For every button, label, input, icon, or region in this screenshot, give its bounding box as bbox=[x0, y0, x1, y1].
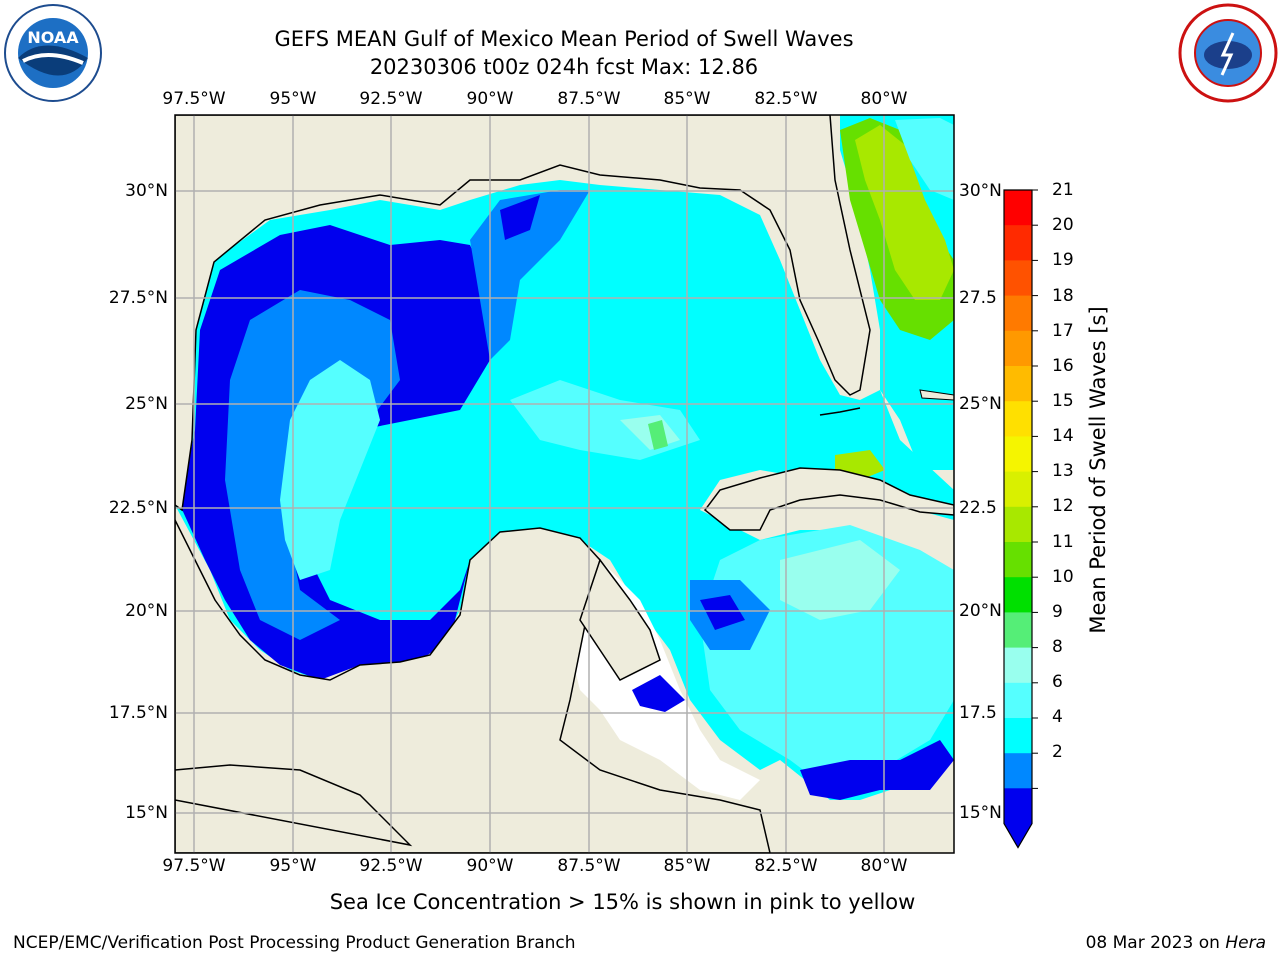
caribbean-light bbox=[700, 525, 954, 790]
land-florida-keys bbox=[819, 407, 861, 416]
colorbar-segment bbox=[1004, 718, 1032, 754]
colorbar-segment bbox=[1004, 366, 1032, 402]
colorbar-tick: 15 bbox=[1052, 391, 1074, 411]
lat-tick-left: 27.5°N bbox=[108, 288, 168, 308]
colorbar-segment bbox=[1004, 436, 1032, 473]
colorbar-tick: 9 bbox=[1052, 602, 1063, 622]
noaa-logo: NOAA bbox=[4, 4, 102, 102]
footer-credit: NCEP/EMC/Verification Post Processing Pr… bbox=[13, 933, 576, 953]
lon-tick-bottom: 95°W bbox=[269, 856, 317, 876]
chart-title: GEFS MEAN Gulf of Mexico Mean Period of … bbox=[274, 27, 854, 51]
sea-ice-note: Sea Ice Concentration > 15% is shown in … bbox=[0, 890, 1280, 914]
colorbar-tick: 4 bbox=[1052, 707, 1063, 727]
colorbar-tick: 6 bbox=[1052, 672, 1063, 692]
lat-tick-right: 20°N bbox=[959, 601, 1002, 621]
lon-tick-bottom: 92.5°W bbox=[359, 856, 423, 876]
lat-tick-left: 30°N bbox=[125, 181, 168, 201]
lon-tick-bottom: 82.5°W bbox=[754, 856, 818, 876]
caribbean-south-dark bbox=[800, 740, 954, 800]
lat-tick-right: 17.5 bbox=[959, 703, 997, 723]
colorbar-extend-arrow bbox=[1004, 788, 1032, 848]
footer-host: Hera bbox=[1225, 933, 1266, 953]
lon-tick-top: 82.5°W bbox=[754, 89, 818, 109]
chart-subtitle: 20230306 t00z 024h fcst Max: 12.86 bbox=[369, 55, 759, 79]
colorbar-tick: 11 bbox=[1052, 532, 1074, 552]
colorbar-segment bbox=[1004, 401, 1032, 437]
colorbar-tick: 20 bbox=[1052, 215, 1074, 235]
lon-tick-top: 92.5°W bbox=[359, 89, 423, 109]
colorbar-tick: 16 bbox=[1052, 356, 1074, 376]
colorbar-tick: 19 bbox=[1052, 250, 1074, 270]
lon-tick-bottom: 87.5°W bbox=[557, 856, 621, 876]
colorbar-segment bbox=[1004, 330, 1032, 367]
colorbar-segment bbox=[1004, 647, 1032, 684]
colorbar-label: Mean Period of Swell Waves [s] bbox=[1086, 306, 1110, 634]
colorbar-segment bbox=[1004, 506, 1032, 543]
colorbar-tick: 14 bbox=[1052, 426, 1074, 446]
colorbar-tick: 2 bbox=[1052, 742, 1063, 762]
lat-tick-right: 15°N bbox=[959, 803, 1002, 823]
lat-tick-right: 27.5 bbox=[959, 288, 997, 308]
caribbean-lighter bbox=[780, 540, 900, 620]
lon-tick-bottom: 90°W bbox=[466, 856, 514, 876]
colorbar-segment bbox=[1004, 260, 1032, 297]
lon-tick-top: 85°W bbox=[663, 89, 711, 109]
lat-tick-right: 22.5 bbox=[959, 498, 997, 518]
central-gulf-green-dot bbox=[648, 420, 668, 450]
lon-tick-top: 87.5°W bbox=[557, 89, 621, 109]
colorbar-tick: 21 bbox=[1052, 180, 1074, 200]
lon-tick-top: 97.5°W bbox=[162, 89, 226, 109]
colorbar-tick: 8 bbox=[1052, 637, 1063, 657]
lon-tick-bottom: 85°W bbox=[663, 856, 711, 876]
colorbar-segment bbox=[1004, 577, 1032, 613]
lat-tick-right: 25°N bbox=[959, 394, 1002, 414]
colorbar-tick: 13 bbox=[1052, 461, 1074, 481]
atlantic-yellowgreen bbox=[855, 125, 954, 300]
colorbar-tick: 17 bbox=[1052, 321, 1074, 341]
nws-logo bbox=[1178, 3, 1278, 103]
atlantic-inner-cyan bbox=[895, 118, 954, 200]
land-bahamas bbox=[919, 389, 954, 401]
colorbar-segment bbox=[1004, 471, 1032, 508]
footer-date-text: 08 Mar 2023 on bbox=[1085, 933, 1226, 953]
sea-ice-note-text: Sea Ice Concentration > 15% is shown in … bbox=[329, 890, 916, 914]
colorbar-tick: 10 bbox=[1052, 567, 1074, 587]
lat-tick-left: 17.5°N bbox=[108, 703, 168, 723]
colorbar-segment bbox=[1004, 295, 1032, 332]
lat-tick-left: 15°N bbox=[125, 803, 168, 823]
lat-tick-left: 20°N bbox=[125, 601, 168, 621]
colorbar-segment bbox=[1004, 190, 1032, 226]
lon-tick-bottom: 80°W bbox=[860, 856, 908, 876]
lon-tick-top: 95°W bbox=[269, 89, 317, 109]
lon-tick-bottom: 97.5°W bbox=[162, 856, 226, 876]
noaa-logo-text: NOAA bbox=[27, 28, 79, 47]
colorbar-segment bbox=[1004, 753, 1032, 789]
lat-tick-left: 25°N bbox=[125, 394, 168, 414]
colorbar-segment bbox=[1004, 225, 1032, 261]
colorbar-segment bbox=[1004, 542, 1032, 578]
colorbar-tick: 12 bbox=[1052, 496, 1074, 516]
colorbar-outline bbox=[1003, 189, 1033, 849]
footer-date: 08 Mar 2023 on Hera bbox=[1086, 933, 1266, 953]
land-yucatan-interior bbox=[579, 558, 661, 681]
colorbar-tick: 18 bbox=[1052, 286, 1074, 306]
western-gulf-inner bbox=[280, 360, 380, 580]
land-mexico-west bbox=[175, 115, 871, 512]
lat-tick-right: 30°N bbox=[959, 181, 1002, 201]
colorbar-segment bbox=[1004, 612, 1032, 649]
lon-tick-top: 90°W bbox=[466, 89, 514, 109]
lon-tick-top: 80°W bbox=[860, 89, 908, 109]
ne-gulf-dark-patch bbox=[500, 195, 540, 240]
caribbean-dark-patch bbox=[700, 595, 745, 630]
map-frame bbox=[174, 114, 955, 854]
ne-gulf-blue-shelf bbox=[470, 190, 590, 360]
colorbar bbox=[1003, 189, 1038, 849]
lat-tick-left: 22.5°N bbox=[108, 498, 168, 518]
gridlines bbox=[175, 115, 954, 853]
colorbar-segment bbox=[1004, 682, 1032, 719]
small-dark-patch-yucatan bbox=[632, 675, 685, 712]
